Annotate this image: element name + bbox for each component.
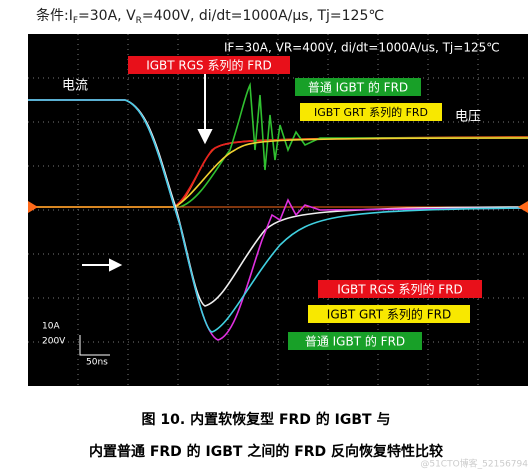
scale-voltage: 200V xyxy=(42,337,66,347)
scale-current: 10A xyxy=(42,322,60,332)
watermark: @51CTO博客_52156794 xyxy=(420,458,528,470)
label-box xyxy=(295,78,421,96)
caption-line: 内置普通 FRD 的 IGBT 之间的 FRD 反向恢复特性比较 xyxy=(89,443,443,460)
condition: 条件:IF=30A, VR=400V, di/dt=1000A/μs, Tj=1… xyxy=(36,7,384,26)
label: IGBT GRT 系列的 FRD xyxy=(327,307,451,322)
label-box xyxy=(288,332,422,350)
label-box xyxy=(308,305,470,323)
scale-marker xyxy=(79,335,110,356)
waveforms xyxy=(28,82,529,341)
label-box xyxy=(300,103,442,121)
label: 普通 IGBT 的 FRD xyxy=(308,80,408,95)
label: IGBT GRT 系列的 FRD xyxy=(314,105,428,119)
scale-time: 50ns xyxy=(86,358,108,368)
arrows xyxy=(28,72,528,272)
label-box xyxy=(318,280,482,298)
labels: IGBT RGS 系列的 FRD 普通 IGBT 的 FRD IGBT GRT … xyxy=(128,56,482,350)
caption-line: 图 10. 内置软恢复型 FRD 的 IGBT 与 xyxy=(142,411,391,428)
label: IGBT RGS 系列的 FRD xyxy=(146,58,272,73)
scope-header: IF=30A, VR=400V, di/dt=1000A/us, Tj=125℃ xyxy=(224,41,500,55)
label: 普通 IGBT 的 FRD xyxy=(305,334,405,349)
label-box xyxy=(128,56,290,74)
current-label: 电流 xyxy=(62,79,88,94)
label: IGBT RGS 系列的 FRD xyxy=(337,282,463,297)
voltage-label: 电压 xyxy=(455,110,481,125)
